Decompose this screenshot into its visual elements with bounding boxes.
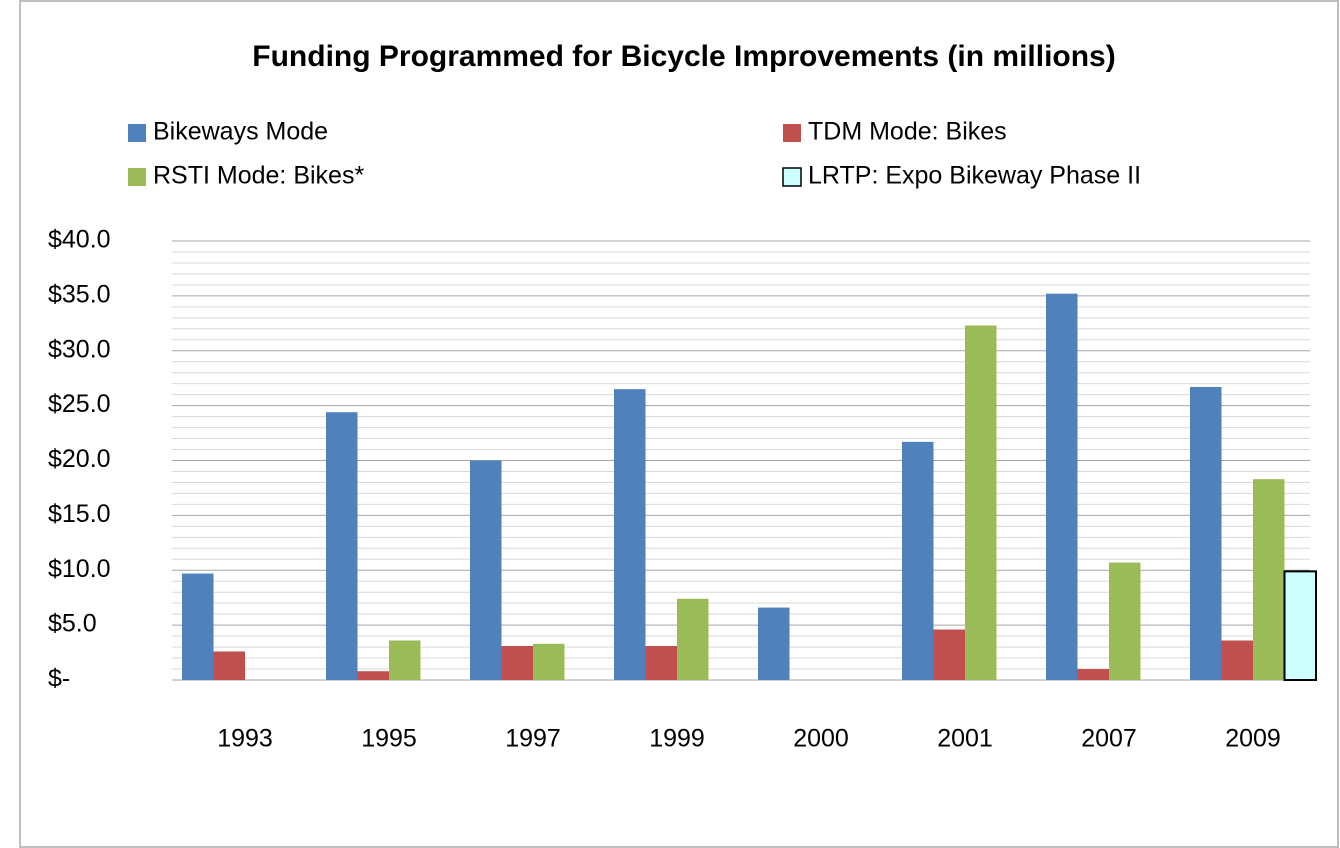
legend-swatch [128, 124, 146, 142]
legend-swatch [128, 168, 146, 186]
bar [533, 643, 565, 680]
x-tick-label: 1997 [505, 725, 561, 753]
x-tick-label: 2000 [793, 725, 849, 753]
x-tick-label: 2009 [1225, 725, 1281, 753]
bar [1221, 640, 1253, 680]
y-tick-label: $15.0 [48, 500, 111, 528]
bar [326, 412, 358, 680]
chart-title: Funding Programmed for Bicycle Improveme… [252, 40, 1115, 73]
bar [1283, 570, 1317, 681]
bar [213, 651, 245, 680]
bar [677, 598, 709, 680]
bar [933, 629, 965, 680]
bar [501, 645, 533, 680]
bar [182, 573, 214, 680]
y-tick-label: $25.0 [48, 390, 111, 418]
bar [389, 640, 421, 680]
chart-frame [19, 0, 1339, 848]
x-tick-label: 2001 [937, 725, 993, 753]
y-tick-label: $10.0 [48, 555, 111, 583]
bar [614, 389, 646, 680]
x-tick-label: 1999 [649, 725, 705, 753]
legend-swatch [783, 124, 801, 142]
legend-label: RSTI Mode: Bikes* [153, 162, 364, 190]
bar [1046, 293, 1078, 680]
bar [1109, 562, 1141, 680]
bar [645, 645, 677, 680]
y-tick-label: $40.0 [48, 226, 111, 254]
y-tick-label: $30.0 [48, 335, 111, 363]
y-tick-label: $- [48, 665, 70, 693]
legend-label: LRTP: Expo Bikeway Phase II [808, 162, 1141, 190]
bar [965, 325, 997, 680]
bar [1253, 479, 1285, 680]
bar [357, 671, 389, 680]
x-tick-label: 2007 [1081, 725, 1137, 753]
bar [758, 607, 790, 680]
legend-label: TDM Mode: Bikes [808, 118, 1007, 146]
legend-swatch [782, 167, 802, 187]
bar [902, 441, 934, 680]
bar [470, 460, 502, 680]
bar [1190, 386, 1222, 680]
y-tick-label: $20.0 [48, 445, 111, 473]
legend-label: Bikeways Mode [153, 118, 328, 146]
x-tick-label: 1993 [217, 725, 273, 753]
y-tick-label: $35.0 [48, 280, 111, 308]
bar [1077, 669, 1109, 680]
y-tick-label: $5.0 [48, 610, 97, 638]
x-tick-label: 1995 [361, 725, 417, 753]
